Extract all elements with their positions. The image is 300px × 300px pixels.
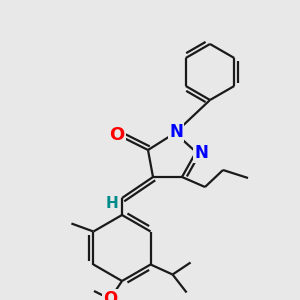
Text: N: N [169, 123, 183, 141]
Text: N: N [194, 144, 208, 162]
Text: O: O [103, 290, 117, 300]
Text: H: H [106, 196, 118, 211]
Text: O: O [110, 126, 124, 144]
